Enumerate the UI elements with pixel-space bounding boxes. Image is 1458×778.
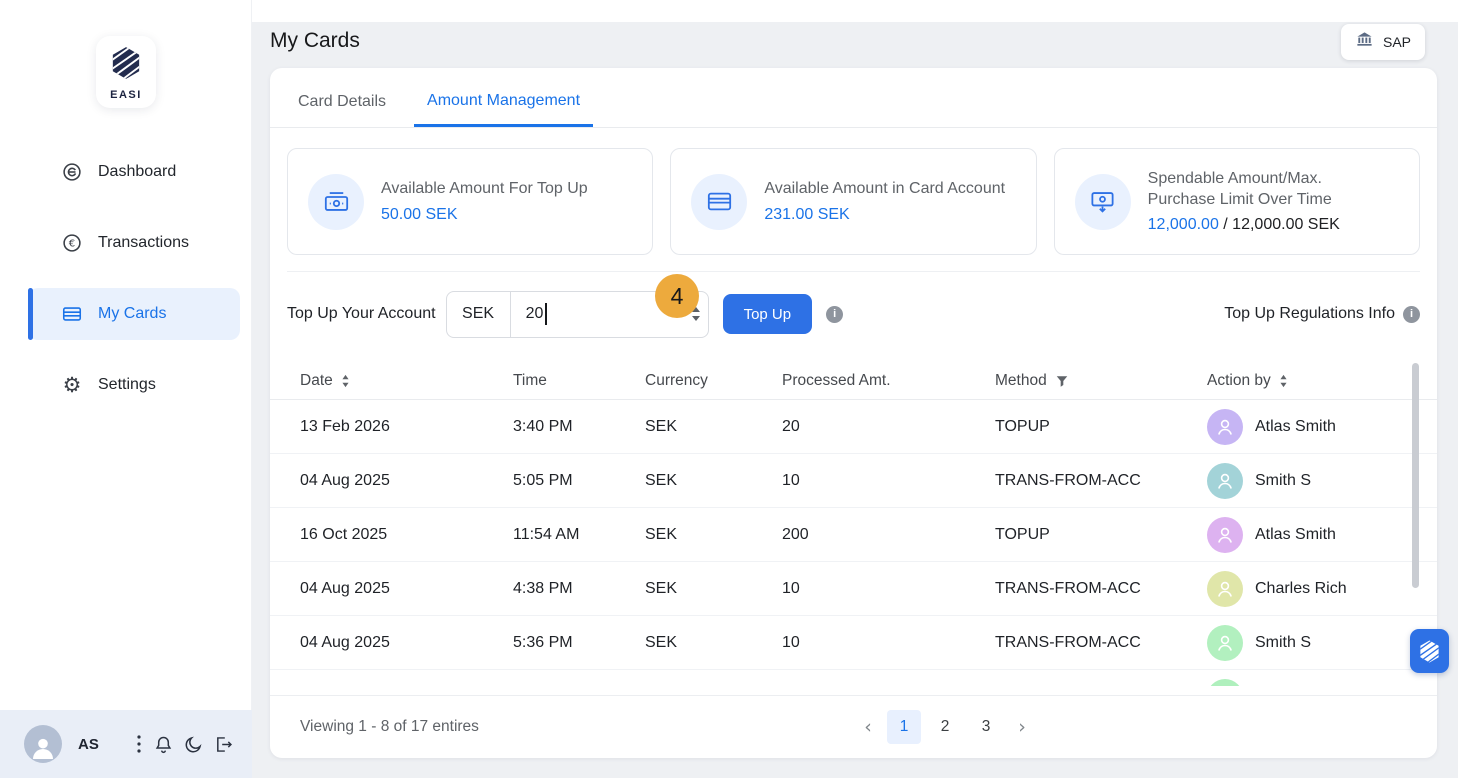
step-down-icon[interactable] bbox=[692, 316, 700, 321]
sort-icon bbox=[341, 374, 350, 388]
row-avatar bbox=[1207, 463, 1243, 499]
credit-card-icon bbox=[691, 174, 747, 230]
page-title: My Cards bbox=[270, 29, 360, 53]
easi-logo: EASI bbox=[96, 36, 156, 108]
divider bbox=[287, 271, 1420, 272]
topup-info-icon[interactable] bbox=[826, 306, 843, 323]
summary-value: 231.00 SEK bbox=[764, 206, 1005, 224]
summary-title: Spendable Amount/Max. Purchase Limit Ove… bbox=[1148, 169, 1370, 211]
card-account-amount-card: Available Amount in Card Account 231.00 … bbox=[670, 148, 1036, 255]
top-strip bbox=[252, 0, 1458, 22]
summary-cards: Available Amount For Top Up 50.00 SEK Av… bbox=[287, 148, 1420, 255]
dark-mode-moon-icon[interactable] bbox=[183, 734, 204, 755]
sidebar-item-transactions[interactable]: € Transactions bbox=[28, 217, 240, 269]
amount-value: 20 bbox=[526, 305, 544, 323]
page-button-1[interactable]: 1 bbox=[887, 710, 921, 744]
available-topup-card: Available Amount For Top Up 50.00 SEK bbox=[287, 148, 653, 255]
spendable-limit-card: Spendable Amount/Max. Purchase Limit Ove… bbox=[1054, 148, 1420, 255]
sidebar: EASI Dashboard € Transactions bbox=[0, 0, 252, 778]
column-currency: Currency bbox=[645, 372, 782, 390]
text-caret bbox=[545, 303, 547, 325]
user-initials: AS bbox=[78, 736, 99, 753]
sidebar-item-label: Settings bbox=[98, 376, 156, 394]
table-row-partial bbox=[270, 670, 1437, 686]
notifications-bell-icon[interactable] bbox=[153, 734, 174, 755]
more-options-icon[interactable] bbox=[136, 732, 144, 756]
sidebar-item-label: Dashboard bbox=[98, 163, 176, 181]
sidebar-item-settings[interactable]: ⚙ Settings bbox=[28, 359, 240, 411]
dashboard-icon bbox=[61, 161, 83, 183]
table-row[interactable]: 13 Feb 20263:40 PMSEK20TOPUP Atlas Smith bbox=[270, 400, 1437, 454]
sidebar-item-my-cards[interactable]: My Cards bbox=[28, 288, 240, 340]
table-row[interactable]: 16 Oct 202511:54 AMSEK200TOPUP Atlas Smi… bbox=[270, 508, 1437, 562]
easi-widget-fab[interactable] bbox=[1410, 629, 1449, 673]
table-row[interactable]: 04 Aug 20255:05 PMSEK10TRANS-FROM-ACC Sm… bbox=[270, 454, 1437, 508]
sidebar-footer: AS bbox=[0, 710, 252, 778]
pagination-bar: Viewing 1 - 8 of 17 entires ‹ 1 2 3 › bbox=[270, 695, 1437, 758]
column-action-by[interactable]: Action by bbox=[1207, 372, 1437, 390]
summary-title: Available Amount For Top Up bbox=[381, 179, 588, 200]
pager: ‹ 1 2 3 › bbox=[856, 710, 1034, 744]
topup-label: Top Up Your Account bbox=[287, 305, 436, 323]
next-page-icon[interactable]: › bbox=[1010, 716, 1034, 738]
row-avatar bbox=[1207, 571, 1243, 607]
tab-bar: Card Details Amount Management bbox=[270, 68, 1437, 128]
my-cards-panel: Card Details Amount Management Available… bbox=[270, 68, 1437, 758]
table-scrollbar[interactable] bbox=[1412, 363, 1419, 588]
cash-out-icon bbox=[1075, 174, 1131, 230]
summary-value: 12,000.00 / 12,000.00 SEK bbox=[1148, 216, 1370, 234]
sidebar-nav: Dashboard € Transactions My Cards ⚙ Sett… bbox=[0, 146, 252, 411]
top-up-button[interactable]: Top Up bbox=[723, 294, 813, 334]
cards-icon bbox=[61, 303, 83, 325]
tab-card-details[interactable]: Card Details bbox=[296, 93, 388, 127]
pagination-summary: Viewing 1 - 8 of 17 entires bbox=[300, 718, 479, 736]
table-header: Date Time Currency Processed Amt. Method… bbox=[270, 362, 1437, 400]
logout-icon[interactable] bbox=[213, 734, 234, 755]
regulations-info-icon[interactable] bbox=[1403, 306, 1420, 323]
summary-title: Available Amount in Card Account bbox=[764, 179, 1005, 200]
logo-text: EASI bbox=[110, 89, 142, 101]
tab-amount-management[interactable]: Amount Management bbox=[414, 92, 593, 127]
sap-button[interactable]: SAP bbox=[1341, 24, 1425, 60]
sap-label: SAP bbox=[1383, 34, 1411, 50]
row-avatar bbox=[1207, 625, 1243, 661]
currency-prefix: SEK bbox=[447, 292, 511, 337]
easi-hexagon-icon bbox=[109, 45, 143, 86]
sidebar-item-label: My Cards bbox=[98, 305, 166, 323]
cash-icon bbox=[308, 174, 364, 230]
easi-hexagon-icon bbox=[1418, 639, 1441, 664]
table-row[interactable]: 04 Aug 20255:36 PMSEK10TRANS-FROM-ACC Sm… bbox=[270, 616, 1437, 670]
column-method[interactable]: Method bbox=[995, 372, 1207, 390]
sidebar-item-label: Transactions bbox=[98, 234, 189, 252]
user-avatar[interactable] bbox=[24, 725, 62, 763]
column-date[interactable]: Date bbox=[300, 372, 513, 390]
sort-icon bbox=[1279, 374, 1288, 388]
bank-icon bbox=[1355, 30, 1374, 54]
filter-funnel-icon bbox=[1055, 374, 1069, 388]
topup-row: Top Up Your Account SEK 20 4 Top Up Top … bbox=[270, 282, 1437, 346]
row-avatar bbox=[1207, 409, 1243, 445]
settings-gear-icon: ⚙ bbox=[61, 374, 83, 396]
prev-page-icon[interactable]: ‹ bbox=[856, 716, 880, 738]
row-avatar bbox=[1207, 679, 1243, 686]
row-avatar bbox=[1207, 517, 1243, 553]
summary-value: 50.00 SEK bbox=[381, 206, 588, 224]
page-button-2[interactable]: 2 bbox=[928, 710, 962, 744]
step-annotation-badge: 4 bbox=[655, 274, 699, 318]
transactions-icon: € bbox=[61, 232, 83, 254]
column-processed-amt: Processed Amt. bbox=[782, 372, 995, 390]
page-button-3[interactable]: 3 bbox=[969, 710, 1003, 744]
sidebar-item-dashboard[interactable]: Dashboard bbox=[28, 146, 240, 198]
svg-text:€: € bbox=[69, 239, 75, 250]
column-time: Time bbox=[513, 372, 645, 390]
regulations-label: Top Up Regulations Info bbox=[1224, 305, 1395, 323]
table-row[interactable]: 04 Aug 20254:38 PMSEK10TRANS-FROM-ACC Ch… bbox=[270, 562, 1437, 616]
